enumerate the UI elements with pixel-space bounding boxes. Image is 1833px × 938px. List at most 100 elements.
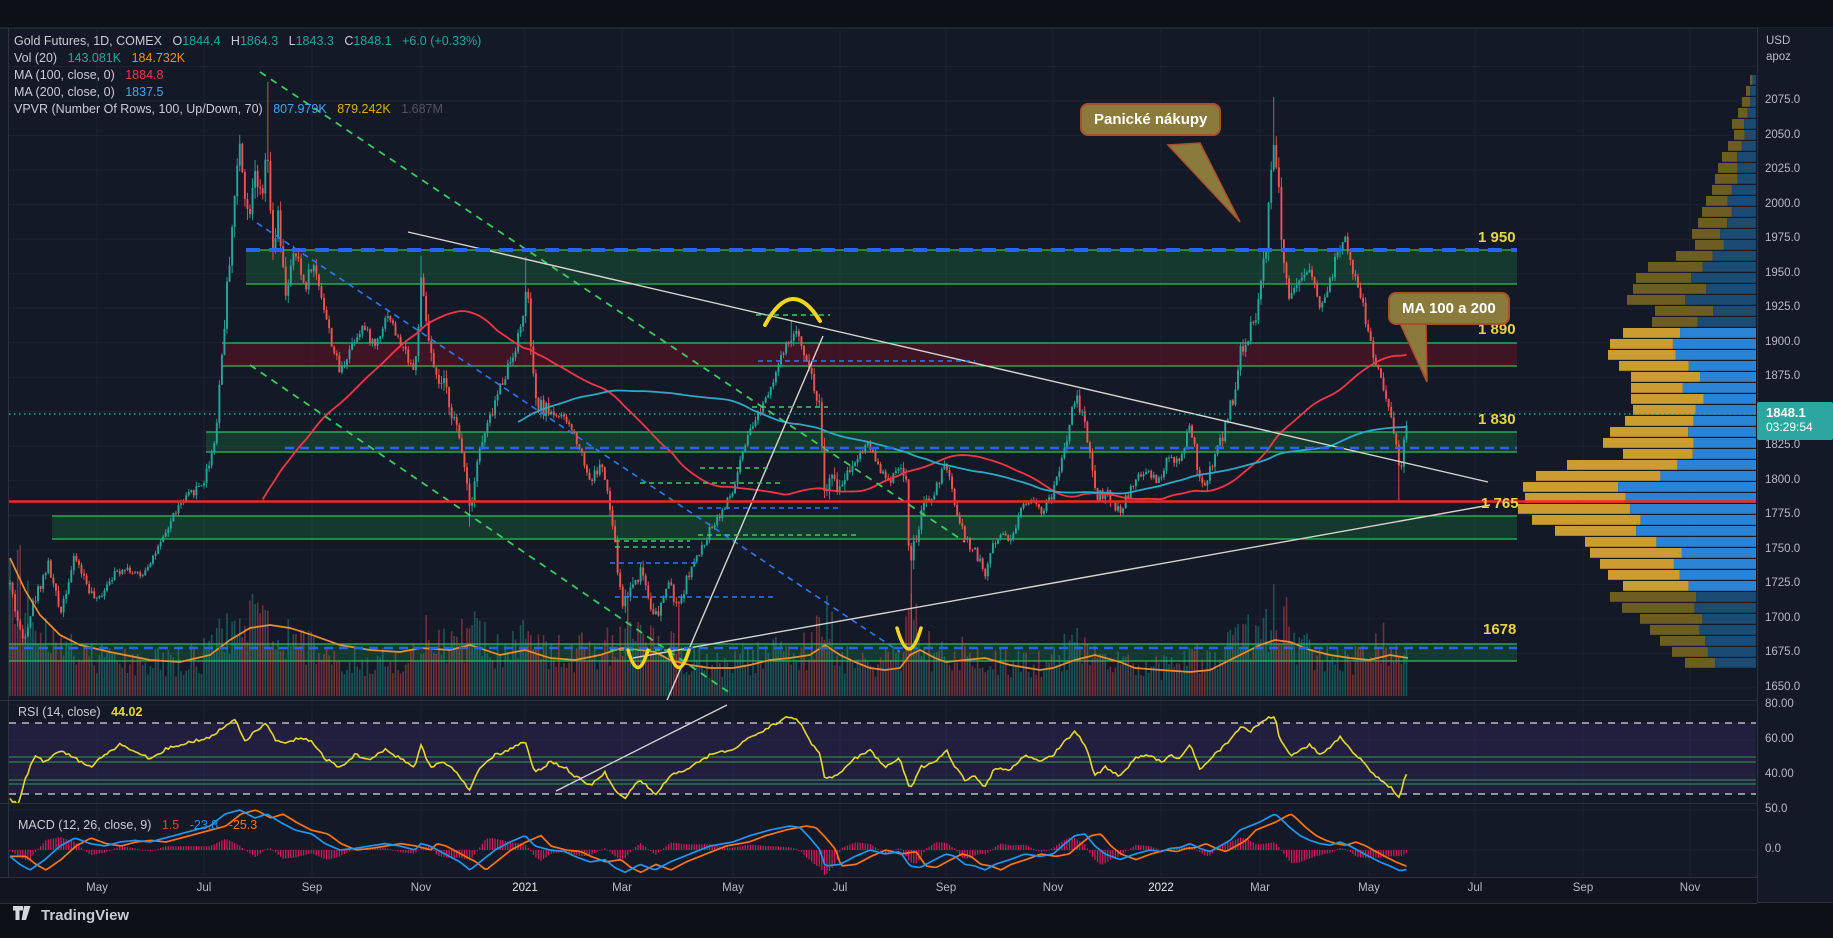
open-label: O: [172, 34, 183, 48]
price-tick: 1775.0: [1765, 508, 1801, 520]
current-price-badge: 1848.1 03:29:54: [1757, 402, 1833, 440]
time-tick: Jul: [832, 882, 848, 894]
price-tick: 1675.0: [1765, 646, 1801, 658]
rsi-band: [9, 723, 1756, 794]
high-label: H: [230, 34, 240, 48]
zone-1765[interactable]: [52, 516, 1517, 539]
yellow-dome-mark: [763, 297, 822, 327]
volume-value: 143.081K: [67, 51, 122, 65]
white-triangle-lower[interactable]: [632, 504, 1491, 659]
ma200-value: 1837.5: [125, 85, 164, 99]
callout-panic-buying[interactable]: Panické nákupy: [1080, 103, 1222, 136]
price-level-label[interactable]: 1 830: [1478, 411, 1516, 428]
price-axis-currency: USD: [1766, 35, 1791, 47]
low-label: L: [288, 34, 296, 48]
price-tick: 1725.0: [1765, 577, 1801, 589]
close-label: C: [344, 34, 354, 48]
high-value: 1864.3: [239, 34, 279, 48]
tradingview-logo-text: TradingView: [41, 906, 130, 924]
white-triangle-upper[interactable]: [407, 231, 1489, 483]
macd-signal-line: [10, 809, 1407, 874]
low-value: 1843.3: [295, 34, 334, 48]
symbol-title: Gold Futures, 1D, COMEX: [14, 34, 162, 48]
ma100-label: MA (100, close, 0): [14, 68, 115, 82]
volume-ma-value: 184.732K: [131, 51, 186, 65]
time-tick: May: [722, 882, 744, 894]
yellow-u-mark: [626, 648, 650, 670]
ma200-legend-row[interactable]: MA (200, close, 0) 1837.5: [14, 84, 481, 101]
rsi-tick: 60.00: [1765, 733, 1794, 745]
current-price: 1848.1: [1766, 405, 1806, 420]
price-axis[interactable]: [1757, 28, 1833, 902]
macd-label: MACD (12, 26, close, 9): [18, 818, 152, 832]
volume-ma-line[interactable]: [9, 557, 1409, 673]
ma200-line[interactable]: [517, 389, 1407, 495]
volume-legend-row[interactable]: Vol (20) 143.081K 184.732K: [14, 50, 481, 67]
macd-tick: 50.0: [1765, 803, 1788, 815]
price-tick: 2075.0: [1765, 94, 1801, 106]
price-axis-unit-label: apoz: [1766, 51, 1791, 63]
rsi-value: 44.02: [111, 705, 143, 719]
price-tick: 1900.0: [1765, 336, 1801, 348]
yellow-u-mark: [667, 648, 691, 670]
close-value: 1848.1: [353, 34, 392, 48]
price-tick: 1800.0: [1765, 474, 1801, 486]
macd-pane[interactable]: [9, 809, 1408, 875]
price-tick: 1825.0: [1765, 439, 1801, 451]
zone-1890[interactable]: [222, 343, 1517, 366]
time-tick: Sep: [935, 882, 957, 894]
price-tick: 1875.0: [1765, 370, 1801, 382]
tradingview-watermark[interactable]: TradingView: [13, 906, 129, 924]
time-tick: Mar: [612, 882, 632, 894]
green-channel-upper[interactable]: [259, 71, 966, 543]
green-channel-lower[interactable]: [249, 364, 731, 694]
price-level-label[interactable]: 1678: [1483, 621, 1517, 638]
vpvr-legend-row[interactable]: VPVR (Number Of Rows, 100, Up/Down, 70) …: [14, 101, 481, 118]
vpvr-histogram: [1518, 75, 1756, 668]
price-tick: 2025.0: [1765, 163, 1801, 175]
symbol-legend-row[interactable]: Gold Futures, 1D, COMEX O1844.4 H1864.3 …: [14, 33, 481, 50]
price-tick: 1650.0: [1765, 681, 1801, 693]
rsi-tick: 80.00: [1765, 698, 1794, 710]
time-tick: Nov: [1679, 882, 1701, 894]
price-tick: 1700.0: [1765, 612, 1801, 624]
macd-line-value: -23.8: [189, 818, 219, 832]
time-axis[interactable]: [0, 877, 1757, 904]
time-tick: Nov: [1042, 882, 1064, 894]
rsi-pane[interactable]: [9, 704, 1408, 805]
blue-diagonal[interactable]: [256, 222, 901, 653]
callout-ma-text: MA 100 a 200: [1402, 300, 1496, 317]
price-tick: 2000.0: [1765, 198, 1801, 210]
time-tick: Jul: [1467, 882, 1483, 894]
rsi-legend[interactable]: RSI (14, close) 44.02: [18, 705, 142, 719]
time-tick: 2021: [512, 882, 538, 894]
ma100-line[interactable]: [261, 310, 1407, 501]
time-tick: Nov: [410, 882, 432, 894]
rsi-line: [9, 715, 1408, 803]
rsi-trendline[interactable]: [555, 704, 728, 792]
ma100-legend-row[interactable]: MA (100, close, 0) 1884.8: [14, 67, 481, 84]
yellow-marks[interactable]: [626, 297, 923, 670]
time-tick: Sep: [1572, 882, 1594, 894]
time-tick: Jul: [196, 882, 212, 894]
price-tick: 1750.0: [1765, 543, 1801, 555]
macd-signal-value: -25.3: [228, 818, 258, 832]
callout-ma-100-200[interactable]: MA 100 a 200: [1388, 292, 1510, 325]
tradingview-logo-icon: [13, 906, 31, 920]
price-level-label[interactable]: 1 765: [1481, 495, 1519, 512]
ma200-label: MA (200, close, 0): [14, 85, 115, 99]
bar-countdown: 03:29:54: [1766, 420, 1813, 434]
vpvr-down-volume: 879.242K: [337, 102, 391, 116]
macd-line: [9, 809, 1407, 874]
zone-1950[interactable]: [246, 250, 1517, 284]
macd-hist-value: 1.5: [161, 818, 180, 832]
price-level-label[interactable]: 1 890: [1478, 321, 1516, 338]
volume-label: Vol (20): [14, 51, 58, 65]
open-value: 1844.4: [182, 34, 221, 48]
change-value: +6.0 (+0.33%): [402, 34, 482, 48]
macd-legend[interactable]: MACD (12, 26, close, 9) 1.5 -23.8 -25.3: [18, 818, 257, 832]
price-tick: 2050.0: [1765, 129, 1801, 141]
price-level-label[interactable]: 1 950: [1478, 229, 1516, 246]
time-tick: May: [86, 882, 108, 894]
